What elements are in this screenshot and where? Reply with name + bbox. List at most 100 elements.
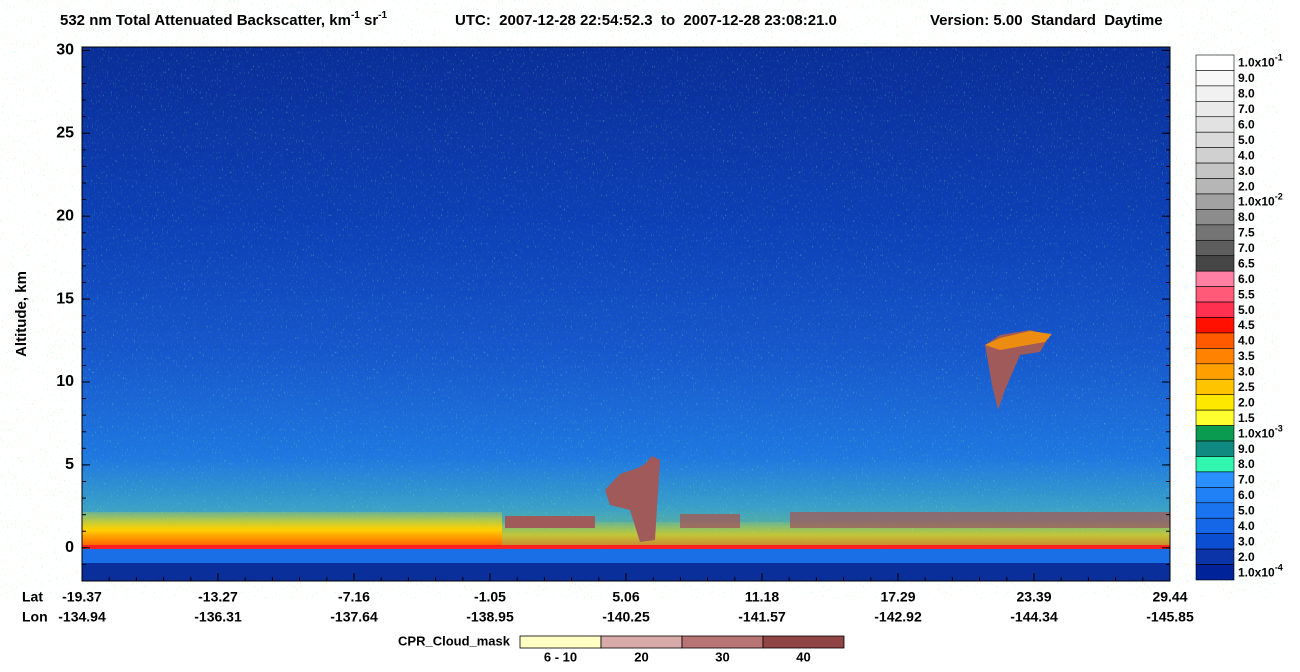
time-range: UTC: 2007-12-28 22:54:52.3 to 2007-12-28… [455,12,837,29]
colorbar-label: 6.5 [1238,257,1255,271]
lat-tick-label: -7.16 [338,589,370,605]
colorbar-label-text: 4.5 [1238,318,1255,332]
colorbar-label: 8.0 [1238,210,1255,224]
colorbar-cell [1195,502,1235,519]
colorbar-label-text: 1.0x10 [1238,195,1275,209]
colorbar-label-exp: -3 [1275,424,1283,434]
mask-legend-swatch [762,635,845,649]
colorbar-cell [1195,517,1235,534]
colorbar-label-text: 6.0 [1238,272,1255,286]
colorbar-cell [1195,209,1235,226]
colorbar-label-text: 5.5 [1238,288,1255,302]
colorbar-label-text: 9.0 [1238,442,1255,456]
colorbar-label: 3.0 [1238,164,1255,178]
colorbar-label-text: 3.0 [1238,164,1255,178]
lat-tick-label: 5.06 [612,589,639,605]
title-text: sr [360,12,379,29]
colorbar-label: 4.0 [1238,519,1255,533]
colorbar-cell [1195,471,1235,488]
colorbar-label-text: 4.0 [1238,519,1255,533]
lat-tick-label: 11.18 [745,589,779,605]
mask-legend-label: 20 [634,649,648,664]
colorbar-label-text: 9.0 [1238,71,1255,85]
lat-tick-label: -13.27 [198,589,238,605]
colorbar-label: 7.0 [1238,473,1255,487]
y-tick-label: 10 [56,373,74,390]
colorbar-label-exp: -2 [1275,192,1283,202]
colorbar-label: 6.0 [1238,118,1255,132]
y-tick-label: 20 [56,207,74,224]
colorbar-label-text: 4.0 [1238,149,1255,163]
colorbar-cell [1195,54,1235,71]
chart-title: 532 nm Total Attenuated Backscatter, km-… [60,10,388,29]
y-tick-label: 30 [56,42,74,59]
title-text: 532 nm Total Attenuated Backscatter, km [60,12,351,29]
colorbar-cell [1195,456,1235,473]
colorbar-cell [1195,363,1235,380]
colorbar-label-exp: -1 [1275,53,1283,63]
colorbar-cell [1195,409,1235,426]
colorbar-label-text: 2.0 [1238,550,1255,564]
colorbar-label: 7.0 [1238,102,1255,116]
colorbar-cell [1195,101,1235,118]
colorbar-cell [1195,487,1235,504]
mask-legend-swatch [600,635,683,649]
mask-legend-swatch [519,635,602,649]
colorbar-label: 2.0 [1238,550,1255,564]
lat-tick-label: 23.39 [1016,589,1051,605]
colorbar-label: 5.0 [1238,504,1255,518]
colorbar-cell [1195,116,1235,133]
colorbar-cell [1195,317,1235,334]
colorbar-cell [1195,440,1235,457]
colorbar-label: 5.0 [1238,303,1255,317]
lon-tick-label: -140.25 [602,609,650,625]
colorbar-label-text: 3.0 [1238,535,1255,549]
lon-tick-label: -137.64 [330,609,378,625]
lon-tick-label: -134.94 [58,609,106,625]
y-tick-label: 0 [65,539,74,556]
colorbar-cell [1195,301,1235,318]
colorbar-label-exp: -4 [1275,563,1283,573]
lon-tick-label: -142.92 [874,609,922,625]
colorbar-cell [1195,270,1235,287]
colorbar-label-text: 8.0 [1238,87,1255,101]
colorbar-label-text: 5.0 [1238,504,1255,518]
colorbar-cell [1195,147,1235,164]
colorbar-cell [1195,224,1235,241]
colorbar-label: 5.0 [1238,133,1255,147]
colorbar-label: 3.0 [1238,365,1255,379]
lon-label: Lon [22,609,48,625]
colorbar-cell [1195,332,1235,349]
colorbar-cell [1195,131,1235,148]
lon-tick-label: -138.95 [466,609,514,625]
colorbar-label-text: 2.5 [1238,380,1255,394]
colorbar-label: 1.5 [1238,411,1255,425]
mask-legend-label: 6 - 10 [544,649,577,664]
colorbar-cell [1195,239,1235,257]
colorbar-label: 3.5 [1238,349,1255,363]
colorbar-label: 9.0 [1238,442,1255,456]
colorbar-label-text: 7.0 [1238,473,1255,487]
colorbar-label-text: 2.0 [1238,396,1255,410]
colorbar-cell [1195,378,1235,396]
colorbar-label: 5.5 [1238,288,1255,302]
colorbar-label-text: 1.0x10 [1238,426,1275,440]
colorbar-label: 9.0 [1238,71,1255,85]
lat-tick-label: 29.44 [1152,589,1187,605]
colorbar-cell [1195,178,1235,195]
lat-tick-label: -1.05 [474,589,506,605]
colorbar-label: 1.0x10-3 [1238,424,1283,441]
title-sup: -1 [351,10,360,21]
lat-label: Lat [22,589,43,605]
colorbar-label-text: 6.5 [1238,257,1255,271]
colorbar-label: 2.5 [1238,380,1255,394]
lon-tick-label: -141.57 [738,609,786,625]
colorbar-cell [1195,548,1235,565]
colorbar-label: 2.0 [1238,179,1255,193]
mask-legend-swatch [681,635,764,649]
colorbar-label: 6.0 [1238,272,1255,286]
backscatter-image [82,47,1170,581]
colorbar-label: 8.0 [1238,457,1255,471]
colorbar-cell [1195,425,1235,442]
